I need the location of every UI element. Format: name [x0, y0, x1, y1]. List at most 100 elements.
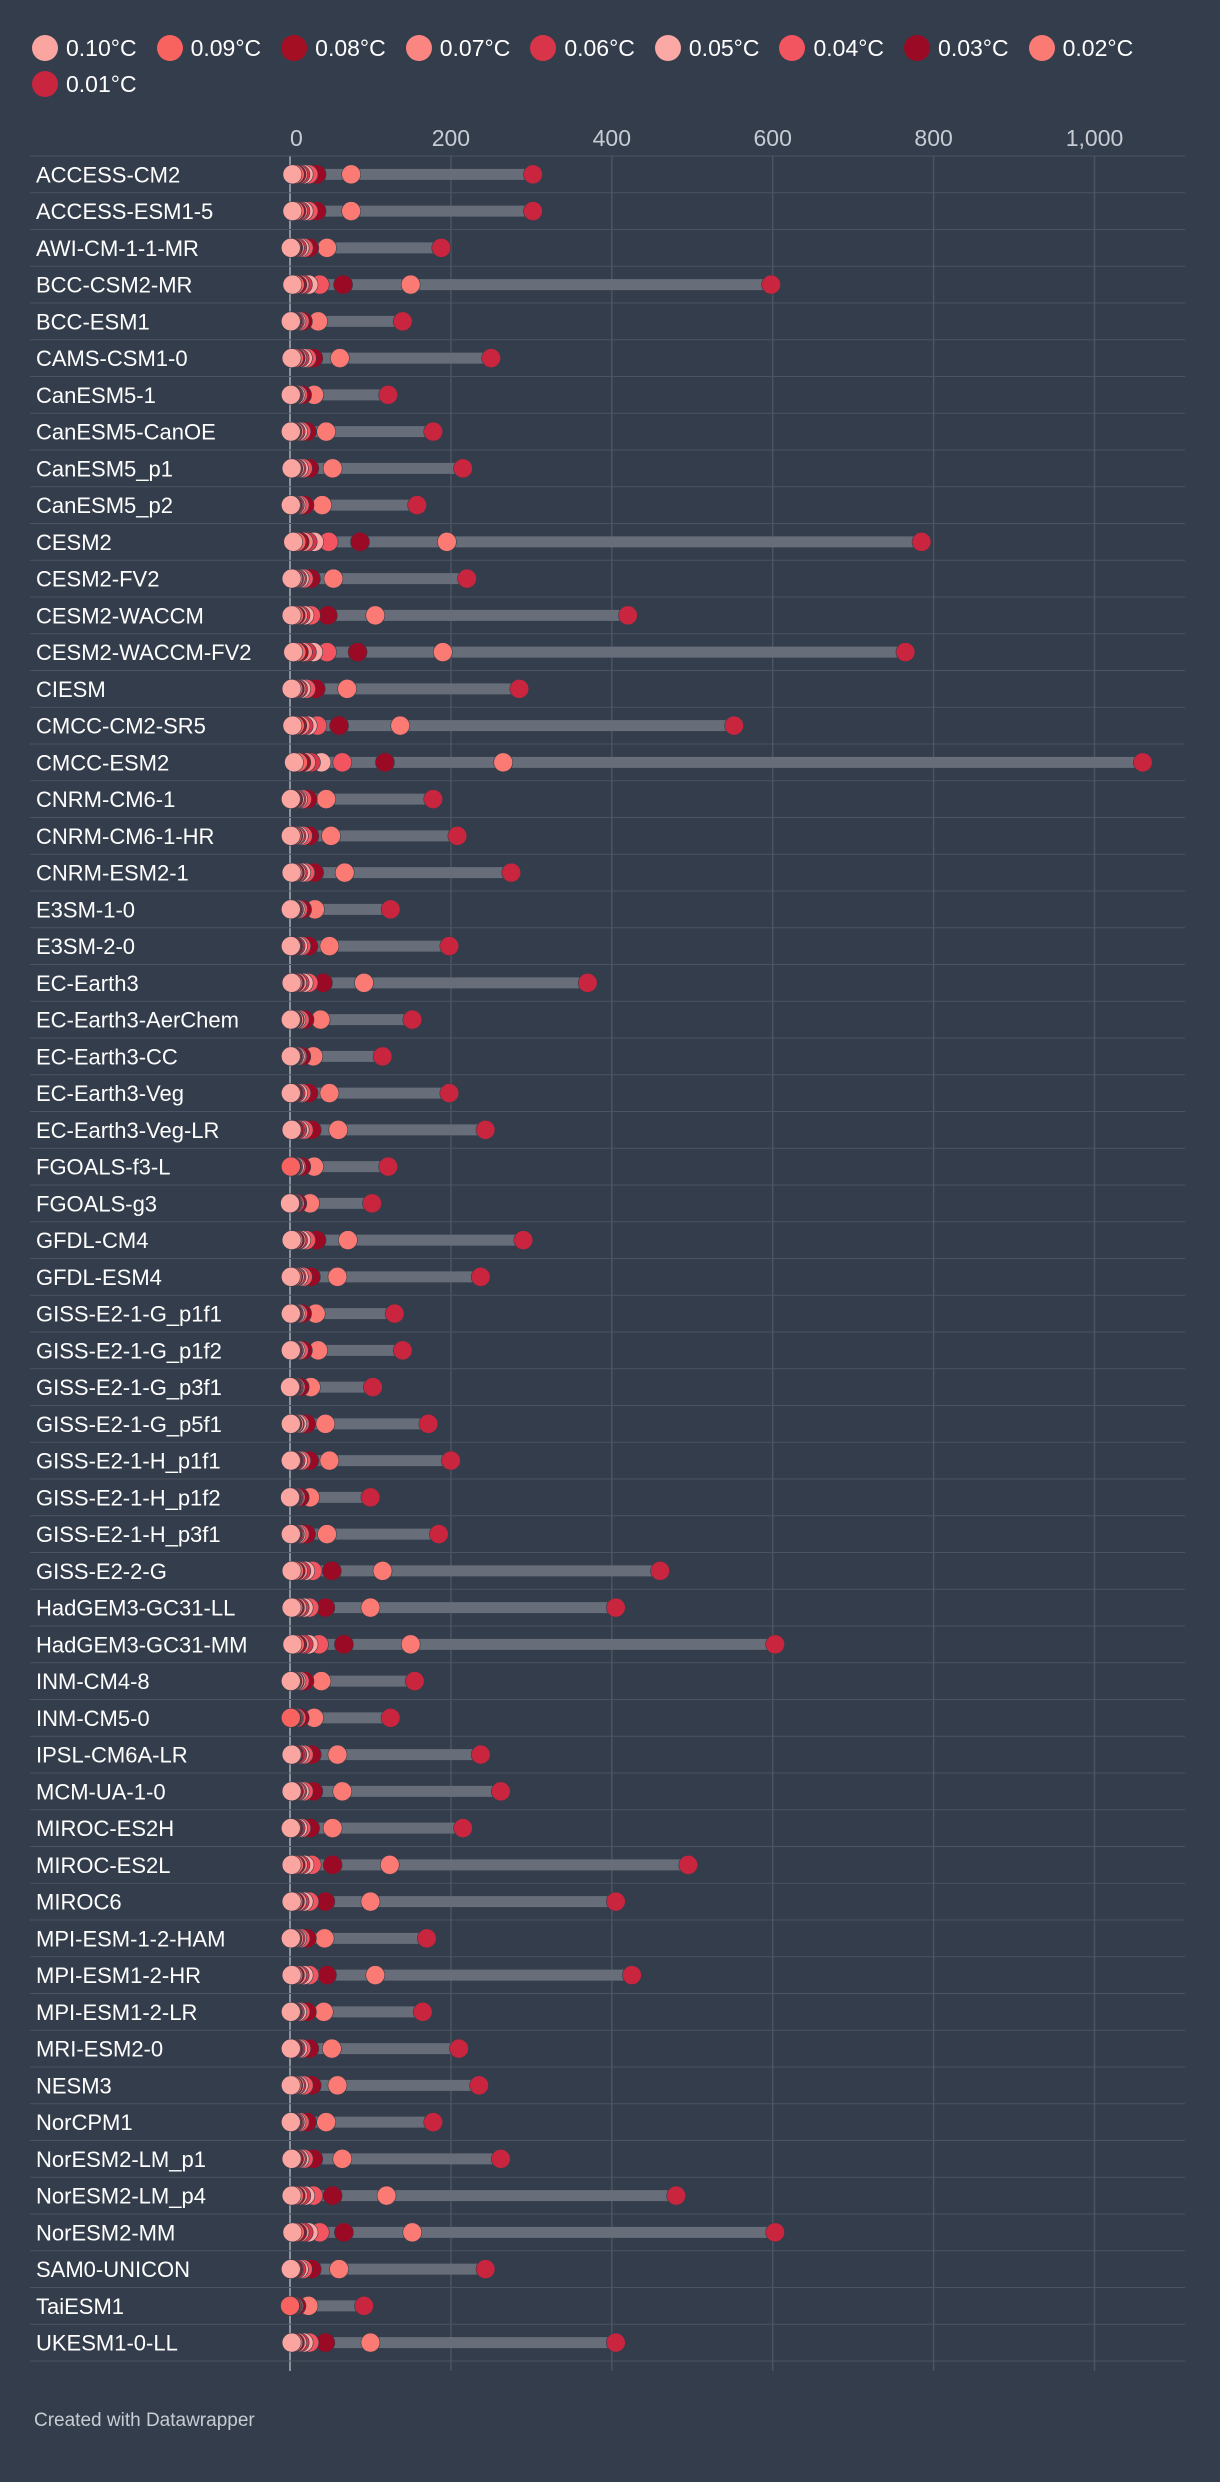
data-dot	[360, 1487, 381, 1508]
data-dot	[282, 715, 303, 736]
data-dot	[453, 458, 473, 479]
data-dot	[380, 1708, 401, 1728]
legend-label: 0.10°C	[66, 34, 137, 61]
row-label: IPSL-CM6A-LR	[36, 1743, 188, 1768]
legend-item: 0.05°C	[654, 30, 759, 66]
data-dot	[407, 495, 427, 515]
data-dot	[400, 1634, 421, 1655]
legend-label: 0.02°C	[1062, 34, 1134, 61]
legend-item: 0.03°C	[904, 30, 1009, 66]
data-dot	[317, 238, 337, 258]
row-label: MIROC-ES2L	[36, 1853, 170, 1878]
row-label: EC-Earth3-Veg	[36, 1081, 184, 1106]
data-dot	[327, 1744, 348, 1765]
data-dot	[509, 679, 530, 699]
data-dot	[281, 862, 302, 883]
data-dot	[392, 1340, 413, 1361]
legend-item: 0.06°C	[530, 30, 635, 66]
data-dot	[412, 2002, 433, 2022]
data-dot	[317, 1965, 337, 1985]
data-dot	[334, 862, 355, 883]
row-label: GISS-E2-1-G_p1f2	[36, 1338, 222, 1363]
x-tick-label: 1,000	[1066, 125, 1124, 151]
row-label: MIROC6	[36, 1890, 122, 1915]
row-label: MPI-ESM-1-2-HAM	[36, 1926, 225, 1951]
row-label: CanESM5-1	[36, 383, 156, 408]
row-label: CESM2-WACCM	[36, 603, 204, 628]
data-dot	[392, 311, 413, 332]
data-dot	[322, 2038, 342, 2059]
row-label: GISS-E2-2-G	[36, 1559, 167, 1584]
data-dot	[322, 1561, 342, 1581]
data-dot	[433, 642, 453, 662]
row-label: GFDL-ESM4	[36, 1265, 162, 1290]
data-dot	[281, 1928, 301, 1949]
data-dot	[281, 1083, 301, 1103]
data-dot	[327, 1267, 348, 1287]
data-dot	[333, 274, 353, 295]
data-dot	[281, 1303, 301, 1324]
data-dot	[765, 2222, 785, 2243]
data-dot	[362, 1193, 382, 1214]
x-tick-label: 400	[593, 125, 631, 151]
legend-label: 0.07°C	[439, 34, 511, 61]
data-dot	[384, 1303, 405, 1324]
data-dot	[281, 2332, 302, 2353]
data-dot	[319, 1083, 340, 1103]
data-dot	[337, 679, 357, 699]
legend-item: 0.10°C	[32, 30, 137, 66]
legend-item: 0.08°C	[281, 30, 386, 66]
legend-swatch	[1028, 35, 1055, 61]
row-label: MIROC-ES2H	[36, 1816, 174, 1841]
row-label: EC-Earth3-CC	[36, 1044, 178, 1069]
data-dot	[281, 973, 302, 993]
data-dot	[354, 2296, 374, 2316]
data-dot	[418, 1414, 439, 1434]
row-label: NorESM2-LM_p4	[36, 2184, 206, 2209]
data-dot	[281, 568, 302, 589]
data-dot	[281, 2002, 301, 2022]
data-dot	[281, 1744, 302, 1765]
data-dot	[281, 1818, 301, 1838]
row-label: UKESM1-0-LL	[36, 2331, 178, 2356]
row-label: NESM3	[36, 2073, 112, 2098]
data-dot	[281, 1671, 301, 1691]
data-dot	[322, 2185, 343, 2206]
data-dot	[470, 1267, 491, 1287]
row-label: CNRM-CM6-1-HR	[36, 824, 214, 849]
data-dot	[281, 1230, 302, 1250]
data-dot	[314, 1928, 335, 1949]
data-dot	[281, 1524, 301, 1544]
data-dot	[312, 495, 332, 515]
data-dot	[281, 2038, 301, 2059]
row-label: EC-Earth3	[36, 971, 139, 996]
data-dot	[363, 1377, 383, 1397]
data-dot	[1132, 752, 1153, 773]
data-dot	[354, 973, 374, 993]
data-dot	[280, 1377, 300, 1397]
data-dot	[281, 1156, 301, 1177]
data-dot	[457, 568, 477, 589]
row-label: EC-Earth3-AerChem	[36, 1008, 239, 1033]
data-dot	[400, 274, 421, 295]
data-dot	[281, 679, 302, 699]
row-label: INM-CM5-0	[36, 1706, 150, 1731]
row-label: CanESM5_p2	[36, 493, 173, 518]
data-dot	[281, 1009, 301, 1030]
data-dot	[283, 532, 304, 552]
row-label: SAM0-UNICON	[36, 2257, 190, 2282]
data-dot	[347, 642, 368, 662]
data-dot	[327, 2075, 348, 2096]
row-label: CESM2-FV2	[36, 567, 159, 592]
row-label: CanESM5-CanOE	[36, 420, 216, 445]
row-label: E3SM-1-0	[36, 897, 135, 922]
legend-swatch	[32, 35, 58, 61]
row-label: NorESM2-LM_p1	[36, 2147, 206, 2172]
data-dot	[404, 1671, 425, 1691]
data-dot	[911, 532, 932, 552]
legend: 0.10°C 0.09°C 0.08°C 0.07°C 0.06°C 0.05°C 0.04…	[32, 30, 1192, 102]
data-dot	[329, 715, 349, 736]
legend-swatch	[405, 35, 432, 61]
legend-item: 0.09°C	[156, 30, 261, 66]
data-dot	[577, 973, 598, 993]
